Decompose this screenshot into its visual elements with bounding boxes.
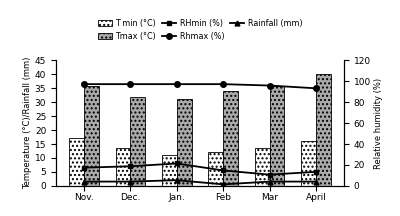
Bar bbox=[177, 99, 192, 186]
Legend: T min (°C), Tmax (°C), RHmin (%), Rhmax (%), Rainfall (mm): T min (°C), Tmax (°C), RHmin (%), Rhmax … bbox=[96, 17, 304, 42]
Bar bbox=[116, 148, 130, 186]
Bar bbox=[208, 152, 223, 186]
Y-axis label: Temperature (°C)/Rainfall (mm): Temperature (°C)/Rainfall (mm) bbox=[23, 57, 32, 189]
Bar bbox=[223, 91, 238, 186]
Bar bbox=[162, 155, 177, 186]
Bar bbox=[301, 141, 316, 186]
Bar bbox=[270, 86, 284, 186]
Bar bbox=[316, 74, 331, 186]
Bar bbox=[69, 138, 84, 186]
Bar bbox=[255, 148, 270, 186]
Bar bbox=[130, 97, 145, 186]
Bar bbox=[84, 86, 99, 186]
Y-axis label: Relative humidity (%): Relative humidity (%) bbox=[374, 78, 383, 169]
